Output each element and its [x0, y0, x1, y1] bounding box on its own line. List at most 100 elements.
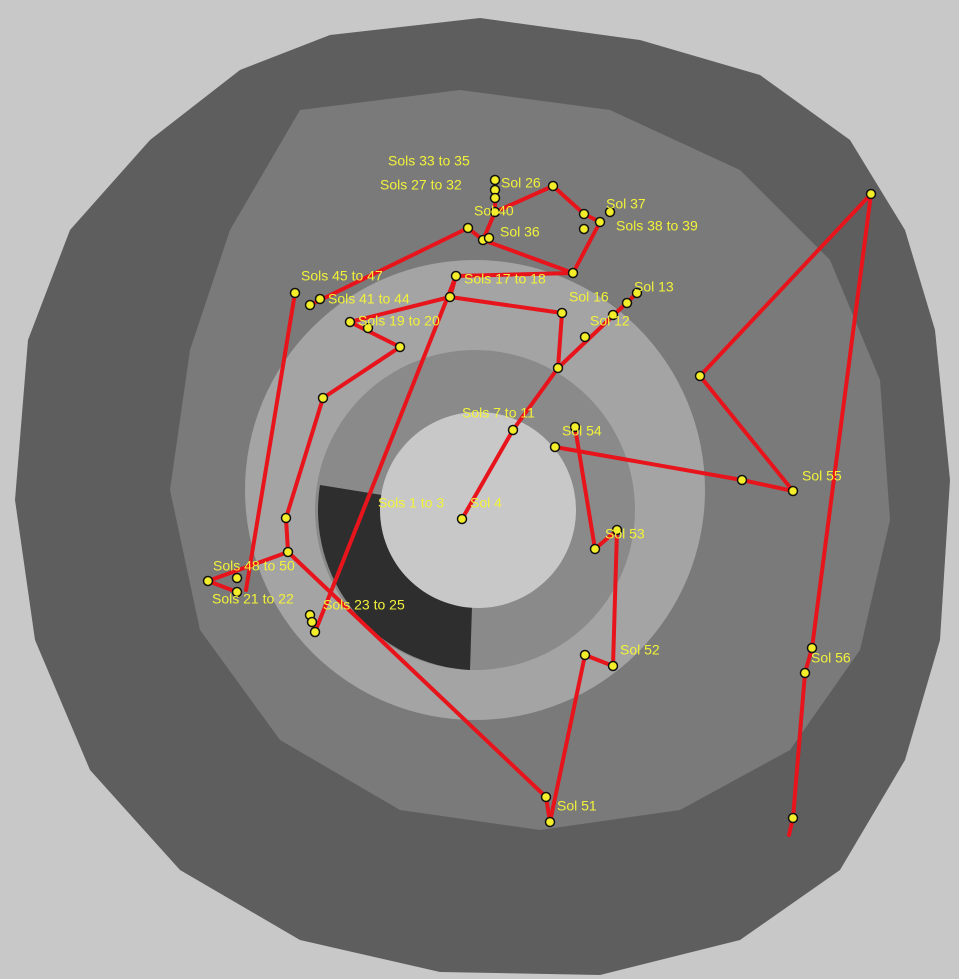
- route-segment: [348, 320, 402, 349]
- route-segment: [553, 445, 744, 482]
- stop-marker: [631, 287, 643, 299]
- stop-label: Sol 40: [474, 203, 514, 219]
- stop-label: Sols 17 to 18: [464, 271, 546, 287]
- route-segment: [511, 366, 560, 432]
- stop-marker: [611, 524, 623, 536]
- stop-marker: [231, 572, 243, 584]
- route-segment: [548, 653, 587, 824]
- stop-marker: [489, 206, 501, 218]
- stop-marker: [483, 232, 495, 244]
- stop-marker: [540, 791, 552, 803]
- stop-marker: [289, 287, 301, 299]
- stop-label: Sol 37: [606, 196, 646, 212]
- route-segment: [284, 396, 325, 520]
- stop-label: Sols 48 to 50: [213, 558, 295, 574]
- stop-label: Sols 1 to 3: [378, 495, 444, 511]
- stop-marker: [578, 223, 590, 235]
- stop-label: Sols 33 to 35: [388, 153, 470, 169]
- route-segment: [740, 478, 795, 493]
- stop-marker: [806, 642, 818, 654]
- route-segment: [551, 184, 586, 216]
- route-segment: [571, 220, 602, 275]
- stop-marker: [736, 474, 748, 486]
- stop-marker: [280, 512, 292, 524]
- stop-marker: [309, 626, 321, 638]
- stop-label: Sol 51: [557, 798, 597, 814]
- route-segment: [611, 528, 619, 668]
- stop-label: Sol 54: [562, 423, 602, 439]
- stop-marker: [282, 546, 294, 558]
- stop-label: Sols 23 to 25: [323, 597, 405, 613]
- stop-marker: [865, 188, 877, 200]
- stop-label: Sol 16: [569, 289, 609, 305]
- stop-label: Sol 12: [590, 313, 630, 329]
- center-gap: [380, 412, 576, 608]
- stop-marker: [544, 816, 556, 828]
- stop-label: Sols 38 to 39: [616, 218, 698, 234]
- route-segment: [454, 271, 575, 278]
- stop-label: Sols 41 to 44: [328, 291, 410, 307]
- stop-marker: [489, 192, 501, 204]
- route-segment: [448, 295, 564, 315]
- route-segment: [810, 192, 873, 650]
- stop-marker: [607, 309, 619, 321]
- stop-marker: [444, 291, 456, 303]
- route-segment: [460, 428, 515, 521]
- route-segment: [573, 425, 597, 551]
- stop-label: Sol 4: [470, 495, 502, 511]
- stop-marker: [621, 297, 633, 309]
- stop-label: Sol 55: [802, 468, 842, 484]
- stop-marker: [552, 362, 564, 374]
- route-segment: [556, 311, 564, 370]
- stop-marker: [362, 322, 374, 334]
- stop-label: Sol 36: [500, 224, 540, 240]
- route-segment: [321, 345, 402, 400]
- stop-marker: [787, 812, 799, 824]
- stop-marker: [589, 543, 601, 555]
- route-segment: [284, 516, 290, 554]
- stops: [202, 174, 877, 828]
- stop-marker: [489, 174, 501, 186]
- stop-label: Sols 45 to 47: [301, 268, 383, 284]
- stop-marker: [202, 575, 214, 587]
- stop-marker: [578, 208, 590, 220]
- route-segment: [493, 184, 555, 214]
- stop-marker: [549, 441, 561, 453]
- stop-marker: [304, 299, 316, 311]
- stop-marker: [314, 293, 326, 305]
- stop-marker: [694, 370, 706, 382]
- stop-marker: [507, 424, 519, 436]
- stop-marker: [579, 649, 591, 661]
- route-segment: [348, 295, 452, 324]
- stop-marker: [344, 316, 356, 328]
- stop-marker: [607, 660, 619, 672]
- stop-label: Sols 21 to 22: [212, 591, 294, 607]
- stop-marker: [594, 216, 606, 228]
- traverse: [206, 178, 873, 837]
- route-segment: [308, 226, 470, 307]
- stop-marker: [450, 270, 462, 282]
- stop-marker: [317, 392, 329, 404]
- route-segment: [206, 550, 290, 583]
- stop-marker: [547, 180, 559, 192]
- stop-label: Sol 53: [605, 526, 645, 542]
- route-segment: [481, 238, 575, 275]
- stop-label: Sols 19 to 20: [358, 313, 440, 329]
- route-segment: [244, 291, 297, 592]
- stop-label: Sol 56: [811, 650, 851, 666]
- stop-marker: [604, 206, 616, 218]
- stop-marker: [799, 667, 811, 679]
- stop-label: Sols 27 to 32: [380, 177, 462, 193]
- stop-label: Sols 7 to 11: [462, 405, 535, 421]
- stop-marker: [569, 421, 581, 433]
- stop-marker: [394, 341, 406, 353]
- labels: Sols 33 to 35 Sols 27 to 32 Sol 26 Sol 37 So…: [212, 153, 851, 814]
- route-segment: [698, 374, 795, 493]
- stop-marker: [231, 586, 243, 598]
- stop-marker: [306, 616, 318, 628]
- route-segment: [791, 671, 807, 820]
- stop-marker: [462, 222, 474, 234]
- stop-marker: [456, 513, 468, 525]
- stop-marker: [556, 307, 568, 319]
